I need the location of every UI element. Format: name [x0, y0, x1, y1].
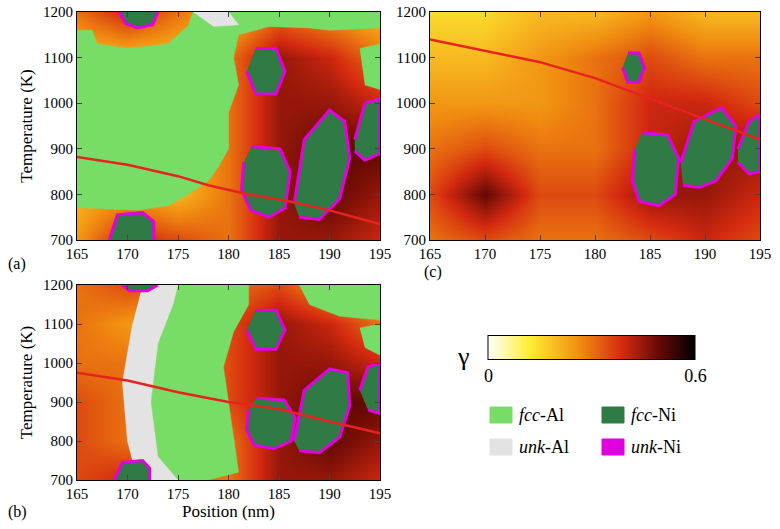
svg-text:fcc-Al: fcc-Al	[519, 405, 564, 425]
svg-text:170: 170	[474, 246, 497, 262]
svg-text:1200: 1200	[43, 277, 73, 293]
svg-text:180: 180	[584, 246, 607, 262]
svg-text:1100: 1100	[44, 50, 73, 66]
svg-text:175: 175	[167, 486, 190, 502]
svg-text:(b): (b)	[8, 503, 27, 521]
svg-text:195: 195	[749, 246, 772, 262]
svg-text:Temperature (K): Temperature (K)	[17, 69, 36, 183]
svg-text:175: 175	[529, 246, 552, 262]
svg-text:1100: 1100	[397, 50, 426, 66]
svg-text:γ: γ	[457, 342, 470, 371]
svg-text:900: 900	[51, 141, 74, 157]
svg-text:800: 800	[51, 187, 74, 203]
svg-text:800: 800	[51, 433, 74, 449]
svg-text:1000: 1000	[43, 95, 73, 111]
svg-text:unk-Al: unk-Al	[519, 437, 569, 457]
svg-text:800: 800	[404, 187, 427, 203]
svg-text:700: 700	[404, 232, 427, 248]
svg-text:190: 190	[694, 246, 717, 262]
svg-text:1000: 1000	[396, 95, 426, 111]
svg-text:180: 180	[217, 246, 240, 262]
svg-text:900: 900	[404, 141, 427, 157]
svg-text:165: 165	[66, 486, 89, 502]
svg-text:700: 700	[51, 472, 74, 488]
svg-text:180: 180	[217, 486, 240, 502]
svg-text:165: 165	[66, 246, 89, 262]
svg-text:195: 195	[369, 486, 392, 502]
svg-text:1000: 1000	[43, 355, 73, 371]
svg-text:195: 195	[369, 246, 392, 262]
svg-text:900: 900	[51, 394, 74, 410]
svg-text:190: 190	[318, 486, 341, 502]
svg-text:Temperature (K): Temperature (K)	[17, 326, 36, 440]
svg-text:185: 185	[268, 486, 291, 502]
svg-text:185: 185	[639, 246, 662, 262]
svg-text:(a): (a)	[8, 255, 26, 273]
svg-text:700: 700	[51, 232, 74, 248]
svg-text:190: 190	[318, 246, 341, 262]
svg-text:(c): (c)	[424, 263, 442, 281]
svg-text:0: 0	[484, 366, 493, 386]
svg-text:0.6: 0.6	[684, 366, 707, 386]
svg-text:1200: 1200	[396, 4, 426, 20]
svg-text:185: 185	[268, 246, 291, 262]
svg-text:175: 175	[167, 246, 190, 262]
svg-text:165: 165	[419, 246, 442, 262]
svg-text:Position (nm): Position (nm)	[182, 502, 275, 521]
svg-text:1100: 1100	[44, 316, 73, 332]
svg-text:unk-Ni: unk-Ni	[631, 437, 681, 457]
svg-text:170: 170	[116, 246, 139, 262]
svg-text:1200: 1200	[43, 4, 73, 20]
svg-text:170: 170	[116, 486, 139, 502]
svg-text:fcc-Ni: fcc-Ni	[631, 405, 676, 425]
